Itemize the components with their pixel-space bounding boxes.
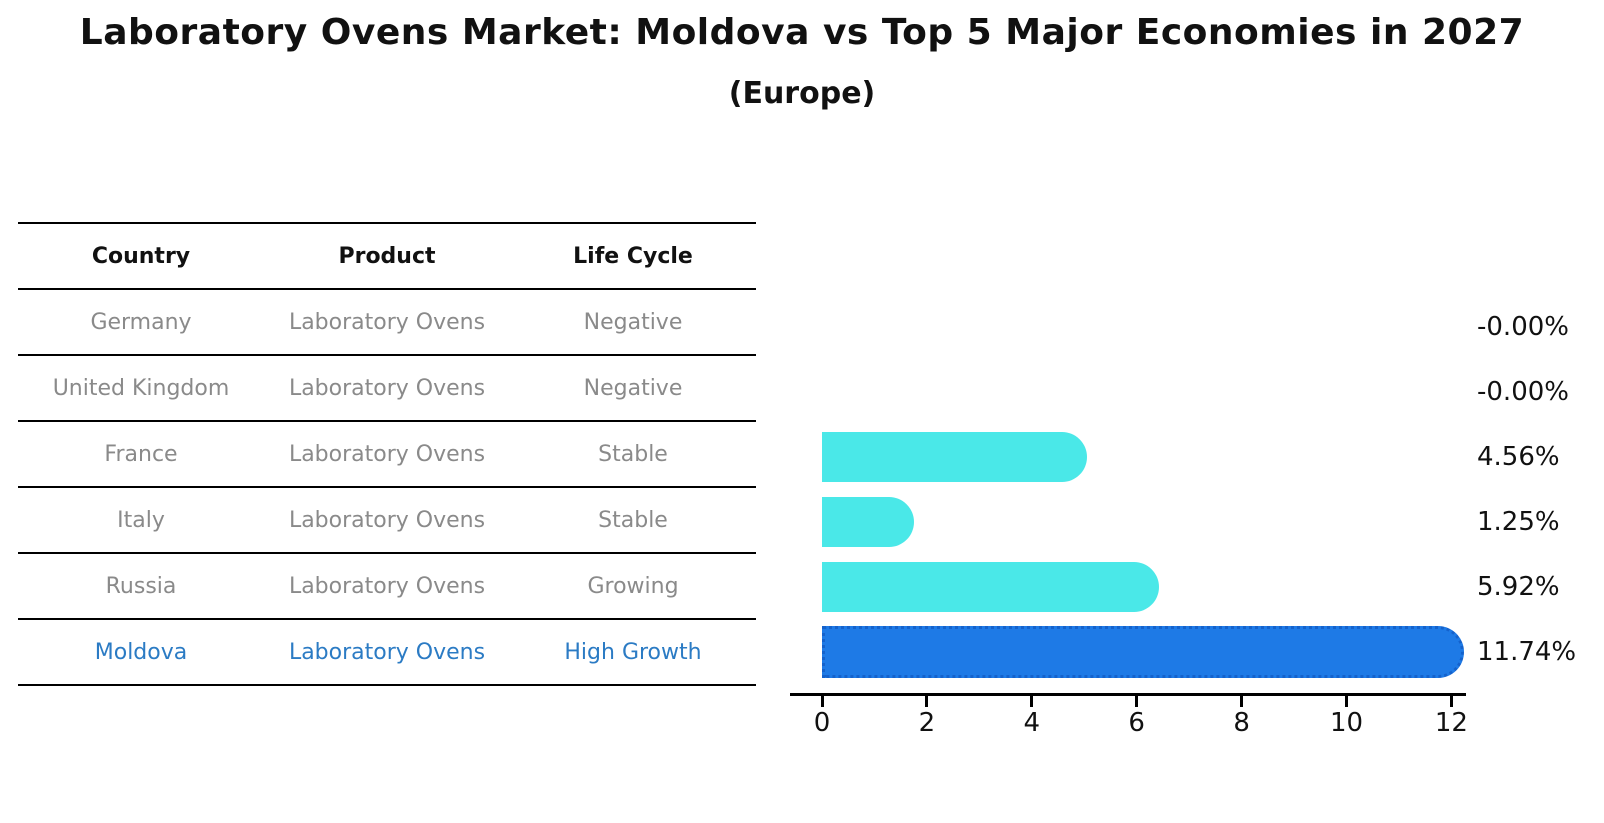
product-cell: Laboratory Ovens — [288, 375, 486, 401]
x-tick — [925, 696, 929, 707]
x-tick-label: 10 — [1329, 708, 1364, 738]
lifecycle-cell: High Growth — [564, 639, 702, 665]
x-tick-label: 12 — [1434, 708, 1468, 738]
x-tick-label: 6 — [1128, 708, 1145, 738]
table-body: Germany Laboratory Ovens Negative United Ki… — [18, 290, 756, 686]
x-tick-label: 8 — [1233, 708, 1250, 738]
x-tick-label: 4 — [1023, 708, 1041, 738]
value-label: 4.56% — [1477, 442, 1560, 472]
product-cell: Laboratory Ovens — [288, 507, 486, 533]
value-label: 11.74% — [1477, 637, 1577, 667]
table-row: United Kingdom Laboratory Ovens Negative — [18, 356, 756, 422]
lifecycle-cell: Negative — [583, 309, 683, 335]
product-cell: Laboratory Ovens — [288, 441, 486, 467]
lifecycle-cell: Stable — [598, 507, 668, 533]
x-tick — [1240, 696, 1244, 707]
x-tick — [1345, 696, 1348, 707]
x-axis-line — [790, 693, 1466, 696]
country-cell: Moldova — [94, 639, 188, 665]
table-row: Germany Laboratory Ovens Negative — [18, 290, 756, 356]
country-cell: United Kingdom — [52, 375, 230, 401]
chart-subtitle: (Europe) — [728, 76, 876, 111]
bar-russia — [822, 562, 1159, 612]
bar-italy — [822, 497, 914, 547]
x-tick — [820, 696, 824, 707]
lifecycle-cell: Negative — [583, 375, 683, 401]
bar-moldova — [822, 626, 1464, 678]
value-label: -0.00% — [1477, 377, 1569, 407]
table-row: Italy Laboratory Ovens Stable — [18, 488, 756, 554]
country-cell: Germany — [90, 309, 192, 335]
value-label: -0.00% — [1477, 312, 1569, 342]
product-cell: Laboratory Ovens — [288, 639, 486, 665]
header-country: Country — [91, 243, 191, 269]
lifecycle-cell: Stable — [598, 441, 668, 467]
x-tick — [1030, 696, 1034, 707]
lifecycle-cell: Growing — [587, 573, 679, 599]
country-cell: Russia — [105, 573, 177, 599]
table-header-row: Country Product Life Cycle — [18, 224, 756, 290]
chart-title: Laboratory Ovens Market: Moldova vs Top … — [79, 12, 1525, 53]
x-tick — [1135, 696, 1139, 707]
value-label: 1.25% — [1477, 507, 1560, 537]
table-row: Russia Laboratory Ovens Growing — [18, 554, 756, 620]
bar-france — [822, 432, 1087, 482]
country-table: Country Product Life Cycle Germany Labora… — [18, 222, 756, 686]
country-cell: France — [104, 441, 178, 467]
table-row: Moldova Laboratory Ovens High Growth — [18, 620, 756, 686]
header-product: Product — [338, 243, 436, 269]
x-tick — [1449, 696, 1453, 707]
product-cell: Laboratory Ovens — [288, 573, 486, 599]
x-tick-label: 2 — [918, 708, 936, 738]
product-cell: Laboratory Ovens — [288, 309, 486, 335]
header-life-cycle: Life Cycle — [573, 243, 693, 269]
x-tick-label: 0 — [813, 708, 831, 738]
country-cell: Italy — [117, 507, 165, 533]
table-row: France Laboratory Ovens Stable — [18, 422, 756, 488]
value-label: 5.92% — [1477, 572, 1560, 602]
